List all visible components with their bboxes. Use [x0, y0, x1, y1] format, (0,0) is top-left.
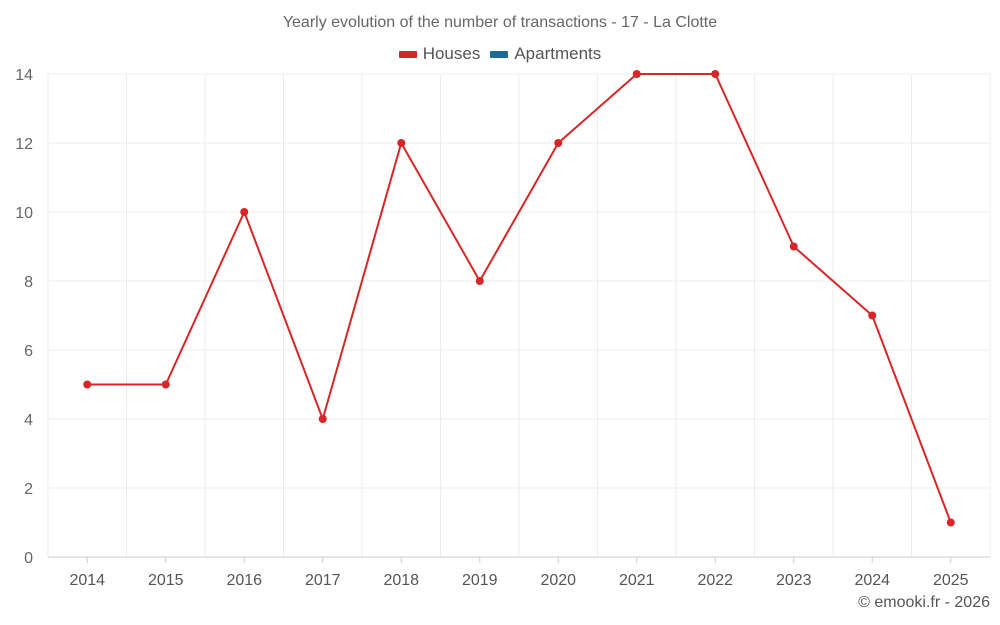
x-tick-label: 2023	[776, 572, 812, 589]
data-point-houses	[475, 277, 484, 285]
x-tick-label: 2017	[305, 572, 341, 589]
grid	[47, 73, 991, 558]
legend-swatch-houses	[398, 50, 417, 58]
data-point-houses	[397, 139, 406, 147]
axes: 0 2 4 6 8 10 12 14 2014 2015 2016 2017 2018 2019 2020 2…	[15, 67, 990, 589]
chart-title: Yearly evolution of the number of transa…	[282, 14, 718, 31]
data-point-houses	[711, 70, 720, 78]
y-tick-label: 10	[15, 205, 33, 222]
x-tick-label: 2018	[383, 572, 419, 589]
series-layer	[83, 70, 955, 527]
x-tick-label: 2019	[462, 572, 498, 589]
x-tick-label: 2021	[619, 572, 655, 589]
x-tick-label: 2024	[854, 572, 890, 589]
y-tick-label: 0	[24, 550, 33, 567]
legend-label-houses: Houses	[422, 44, 481, 63]
data-point-houses	[161, 380, 170, 389]
y-tick-label: 6	[24, 343, 33, 360]
y-tick-label: 12	[15, 136, 33, 153]
legend-label-apartments: Apartments	[514, 44, 602, 63]
credit-text: © emooki.fr - 2026	[858, 594, 990, 611]
x-tick-label: 2022	[697, 572, 733, 589]
legend-swatch-apartments	[490, 50, 509, 58]
x-tick-label: 2014	[69, 572, 105, 589]
legend-item-houses[interactable]: Houses	[398, 44, 481, 64]
x-tick-label: 2015	[148, 572, 184, 589]
y-tick-label: 2	[24, 481, 33, 498]
data-point-houses	[868, 311, 877, 320]
series-line-houses	[87, 73, 952, 523]
data-point-houses	[240, 208, 249, 216]
data-point-houses	[554, 139, 563, 147]
y-tick-label: 14	[15, 67, 33, 84]
data-point-houses	[789, 242, 798, 251]
legend: Houses Apartments	[0, 44, 1000, 64]
x-tick-label: 2020	[540, 572, 576, 589]
data-point-houses	[946, 518, 955, 527]
data-point-houses	[318, 415, 327, 423]
x-tick-label: 2016	[226, 572, 262, 589]
data-point-houses	[632, 70, 641, 78]
legend-item-apartments[interactable]: Apartments	[490, 44, 601, 64]
x-tick-label: 2025	[933, 572, 969, 589]
y-tick-label: 8	[24, 274, 33, 291]
y-tick-label: 4	[24, 412, 33, 429]
data-point-houses	[83, 380, 92, 389]
